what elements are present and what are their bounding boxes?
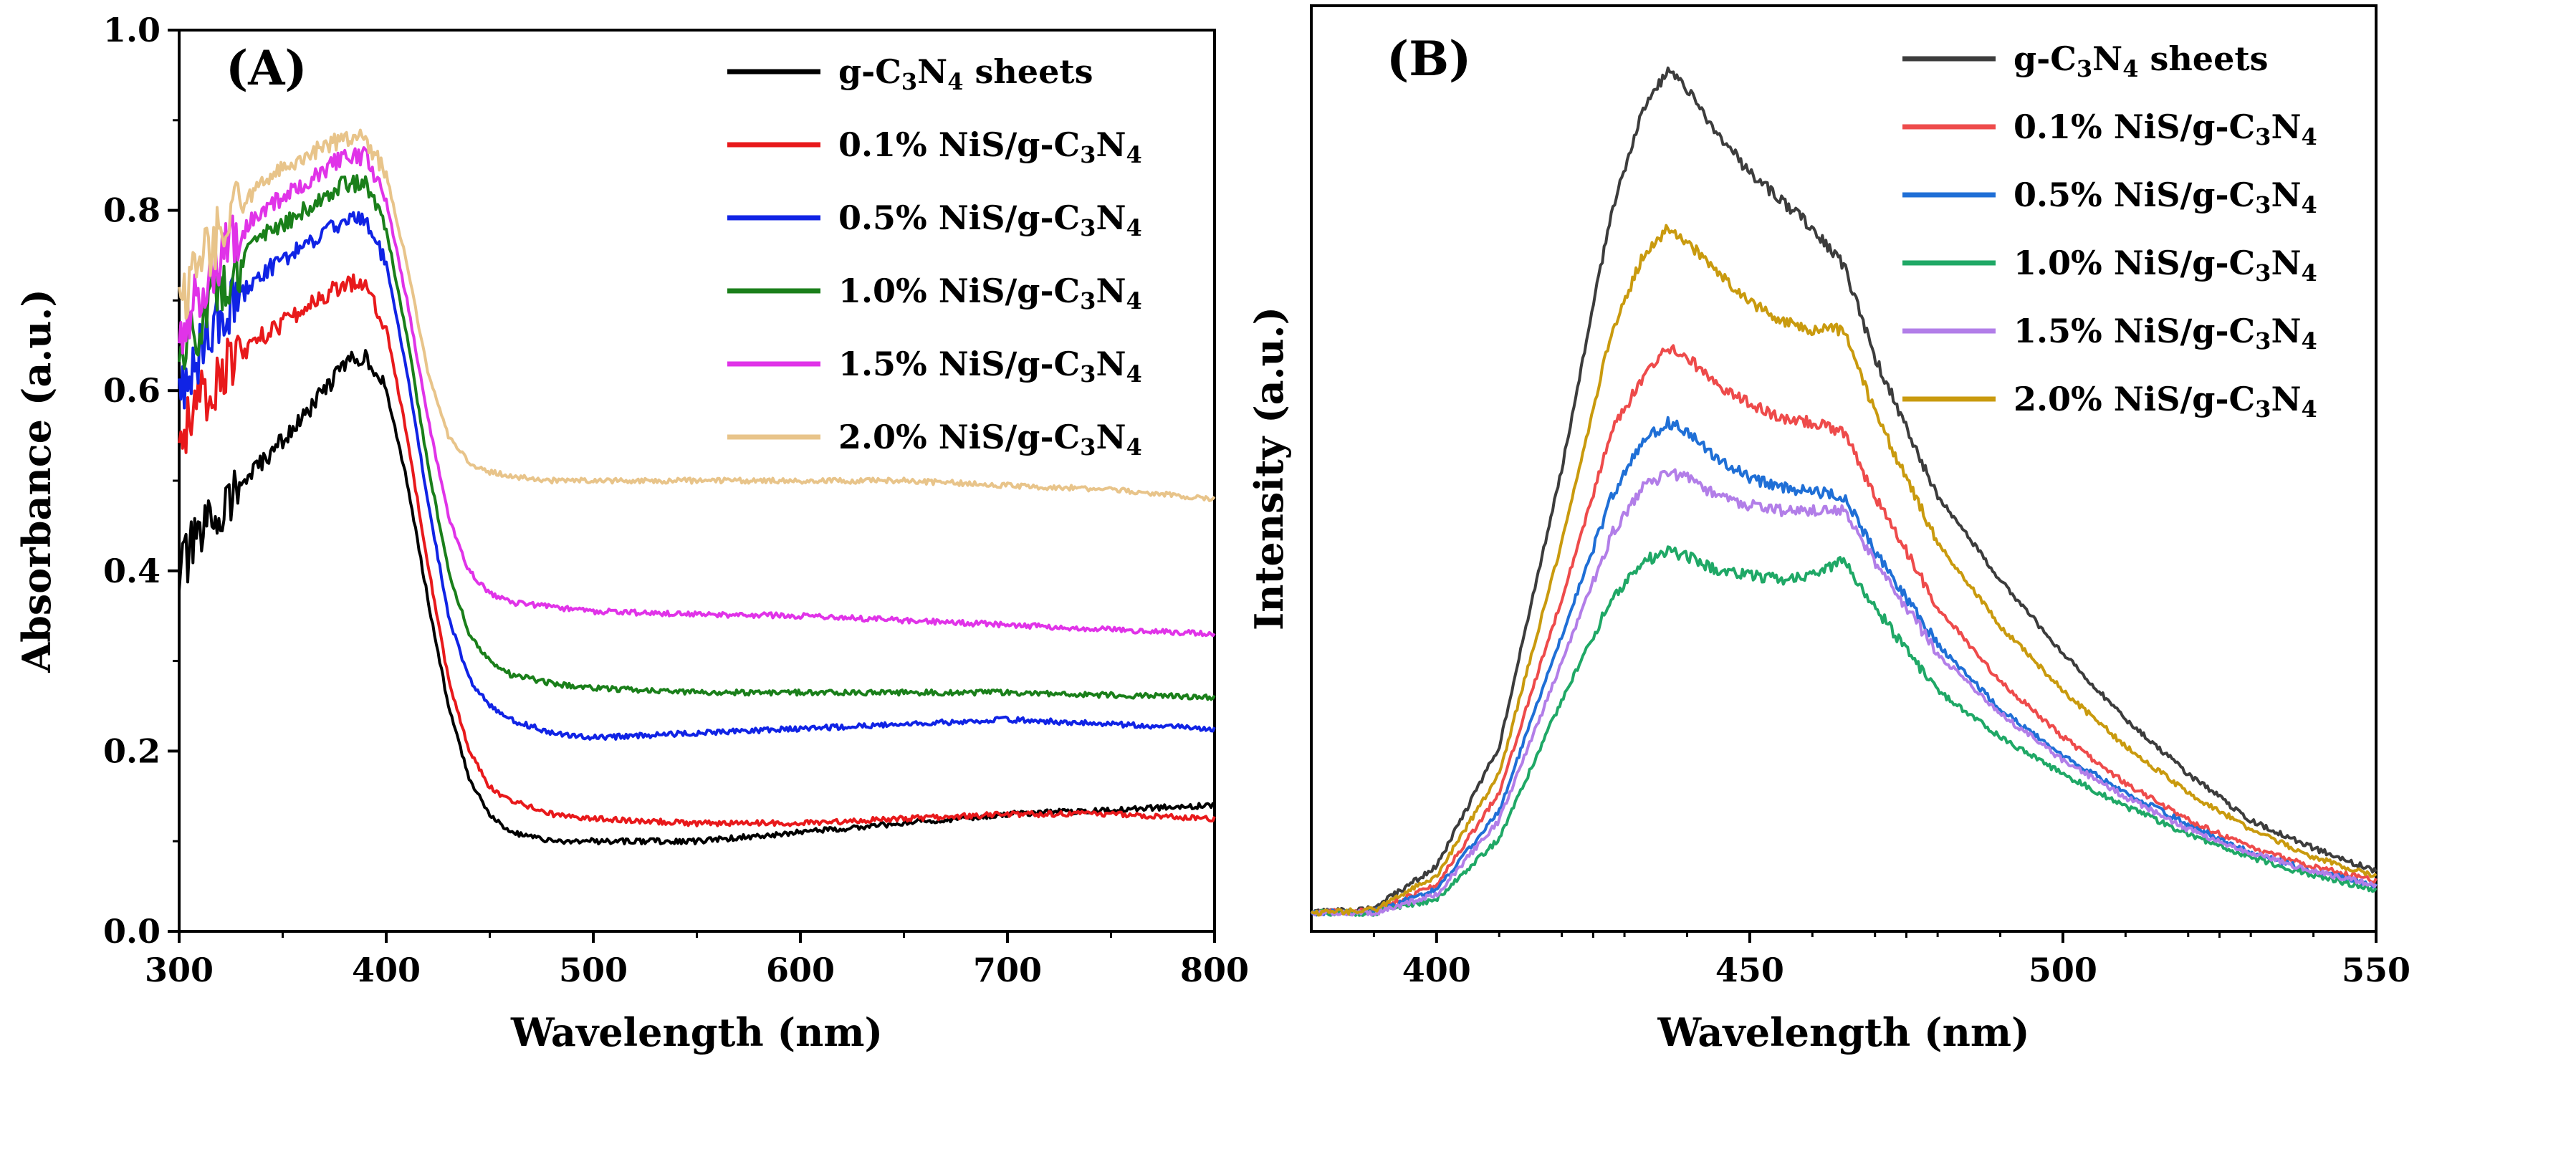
panel-label: (B) <box>1387 31 1471 87</box>
y-tick-label: 0.8 <box>103 191 161 230</box>
y-axis-label: Intensity (a.u.) <box>1246 307 1292 630</box>
y-tick-label: 0.4 <box>103 552 161 590</box>
series-line <box>178 211 1216 741</box>
legend-entry: 1.0% NiS/g-C3N4 <box>2014 244 2317 287</box>
y-tick-label: 1.0 <box>103 11 161 49</box>
legend-entry: 1.5% NiS/g-C3N4 <box>2014 312 2317 355</box>
y-tick-label: 0.2 <box>103 731 161 770</box>
x-tick-label: 500 <box>2029 951 2097 989</box>
x-tick-label: 600 <box>766 951 835 989</box>
x-tick-label: 800 <box>1180 951 1249 989</box>
series-line <box>1310 66 2378 916</box>
series-line <box>1311 545 2378 917</box>
series-line <box>1310 416 2378 917</box>
x-tick-label: 450 <box>1715 951 1784 989</box>
legend-entry: 2.0% NiS/g-C3N4 <box>2014 380 2317 423</box>
x-tick-label: 300 <box>145 951 214 989</box>
legend-entry: 1.5% NiS/g-C3N4 <box>838 345 1142 388</box>
x-tick-label: 400 <box>1402 951 1471 989</box>
plot-frame <box>1310 4 2378 933</box>
series-line <box>1310 224 2378 917</box>
panel-b: 400 450 500 550 Wavelength (nm) Intensity (a.… <box>1246 4 2410 1055</box>
panel-a: 300 400 500 600 700 800 0.0 0.2 0.4 0.6 0.8 1.0 Wave… <box>14 11 1249 1055</box>
legend-entry: 0.1% NiS/g-C3N4 <box>838 125 1142 168</box>
legend-entry: 0.5% NiS/g-C3N4 <box>2014 176 2317 219</box>
y-axis-label: Absorbance (a.u.) <box>14 289 59 673</box>
y-tick-label: 0.6 <box>103 371 161 410</box>
x-tick-label: 400 <box>352 951 421 989</box>
x-tick-label: 550 <box>2342 951 2410 989</box>
x-tick-label: 700 <box>973 951 1042 989</box>
series-line <box>178 349 1216 845</box>
x-axis-label: Wavelength (nm) <box>510 1009 883 1055</box>
legend-entry: g-C3N4 sheets <box>838 52 1093 95</box>
series-line <box>1311 344 2378 917</box>
legend-entry: 2.0% NiS/g-C3N4 <box>838 418 1142 461</box>
series-line <box>178 146 1216 638</box>
legend-entry: 1.0% NiS/g-C3N4 <box>838 272 1142 315</box>
series-line <box>178 174 1216 701</box>
series-line <box>1310 468 2378 917</box>
x-tick-label: 500 <box>559 951 628 989</box>
series-line <box>178 273 1216 827</box>
x-axis-label: Wavelength (nm) <box>1657 1009 2029 1055</box>
series-line <box>178 128 1216 502</box>
legend-entry: 0.5% NiS/g-C3N4 <box>838 198 1142 241</box>
legend-entry: g-C3N4 sheets <box>2014 39 2269 82</box>
legend-entry: 0.1% NiS/g-C3N4 <box>2014 107 2317 150</box>
panel-label: (A) <box>226 40 307 96</box>
y-tick-label: 0.0 <box>103 912 161 951</box>
